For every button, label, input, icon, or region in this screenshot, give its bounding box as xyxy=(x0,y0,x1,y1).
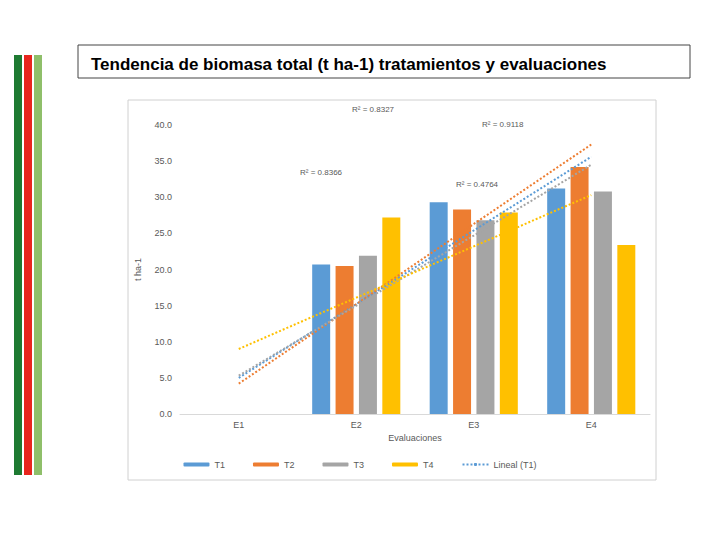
svg-text:40.0: 40.0 xyxy=(154,120,172,130)
svg-text:T4: T4 xyxy=(423,460,434,470)
svg-text:Lineal (T1): Lineal (T1) xyxy=(493,460,536,470)
svg-text:25.0: 25.0 xyxy=(154,228,172,238)
svg-text:15.0: 15.0 xyxy=(154,301,172,311)
svg-text:E1: E1 xyxy=(233,420,244,430)
svg-text:R² = 0.9118: R² = 0.9118 xyxy=(482,120,524,129)
svg-text:10.0: 10.0 xyxy=(154,337,172,347)
svg-text:30.0: 30.0 xyxy=(154,192,172,202)
svg-text:R² = 0.8327: R² = 0.8327 xyxy=(352,105,395,114)
svg-text:5.0: 5.0 xyxy=(159,373,172,383)
svg-text:20.0: 20.0 xyxy=(154,265,172,275)
svg-text:R² = 0.4764: R² = 0.4764 xyxy=(456,180,499,189)
svg-text:R² = 0.8366: R² = 0.8366 xyxy=(300,168,343,177)
svg-text:T2: T2 xyxy=(284,460,295,470)
svg-text:E4: E4 xyxy=(586,420,597,430)
svg-text:E3: E3 xyxy=(468,420,479,430)
svg-text:T3: T3 xyxy=(353,460,364,470)
svg-text:35.0: 35.0 xyxy=(154,156,172,166)
svg-text:Evaluaciones: Evaluaciones xyxy=(388,433,442,443)
svg-text:Tendencia de biomasa total (t: Tendencia de biomasa total (t ha-1) trat… xyxy=(91,55,607,74)
svg-text:t ha-1: t ha-1 xyxy=(133,258,143,281)
svg-text:E2: E2 xyxy=(351,420,362,430)
svg-text:T1: T1 xyxy=(214,460,225,470)
svg-text:0.0: 0.0 xyxy=(159,409,172,419)
